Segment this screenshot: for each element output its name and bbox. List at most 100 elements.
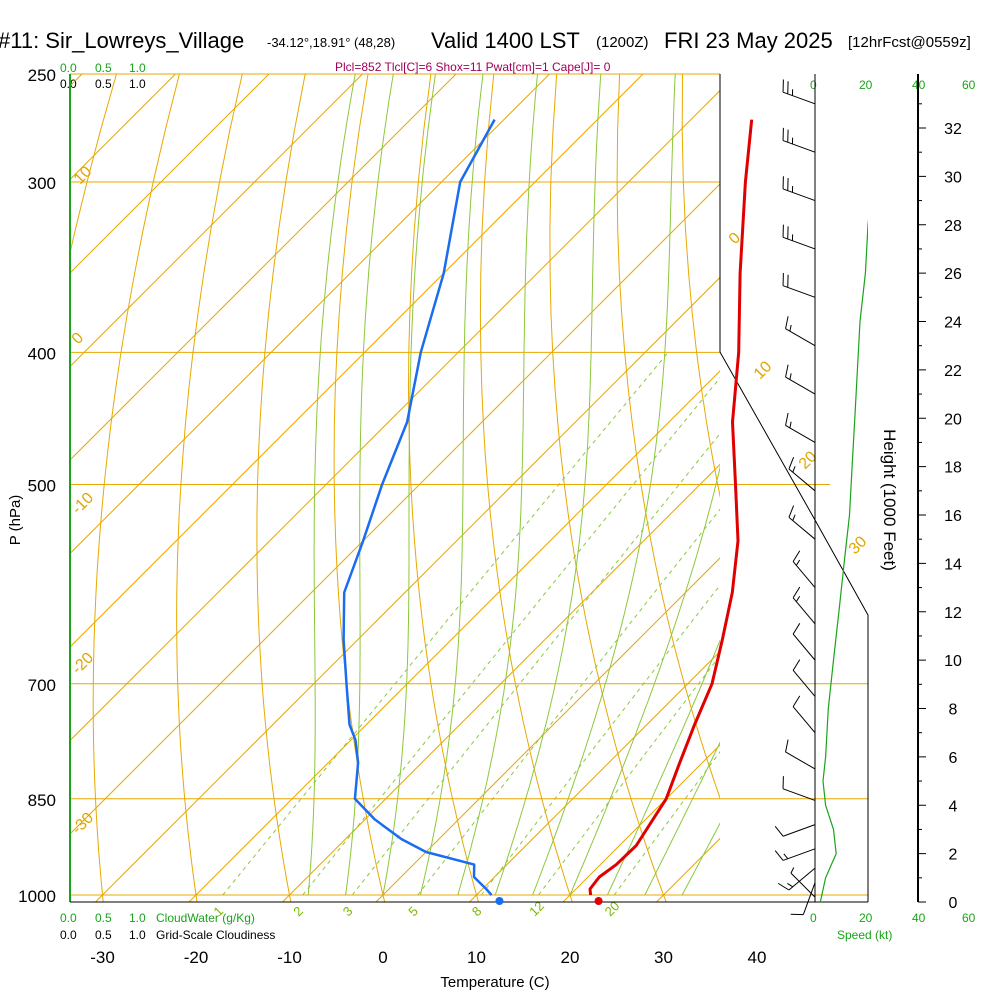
speed-tick-bot-1: 20 <box>859 911 873 925</box>
isotherm-lines <box>70 0 1000 924</box>
wind-barb <box>774 824 816 837</box>
pressure-tick-label: 850 <box>28 791 56 810</box>
height-tick-label: 18 <box>944 460 962 477</box>
moist-adiabat <box>532 74 676 896</box>
wind-barb <box>782 127 816 153</box>
moist-adiabat <box>494 74 602 896</box>
speed-scale-bottom: 0 20 40 60 Speed (kt) <box>810 911 976 942</box>
height-tick-label: 20 <box>944 411 962 428</box>
mixing-ratio-labels: 1 2 3 5 8 12 20 <box>210 898 622 919</box>
surface-temperature-dot <box>594 897 603 905</box>
height-axis-label: Height (1000 Feet) <box>880 429 899 571</box>
isotherm--30 <box>94 276 720 902</box>
cloud-black-2: 1.0 <box>129 77 146 91</box>
temperature-tick-label: 0 <box>378 948 387 967</box>
dry-adiabat <box>92 74 180 902</box>
isotherm-label: -30 <box>69 809 97 837</box>
moist-adiabat <box>419 74 484 896</box>
cloud-green-1: 0.5 <box>95 61 112 75</box>
isotherm-0 <box>375 557 720 902</box>
cloud-black-1: 0.5 <box>95 77 112 91</box>
moist-adiabat <box>307 74 356 896</box>
pressure-tick-label: 1000 <box>18 887 56 906</box>
mixing-ratio-label: 2 <box>290 903 306 919</box>
moist-adiabat <box>345 74 394 896</box>
dry-adiabat <box>333 74 386 902</box>
moist-adiabat <box>382 74 436 896</box>
cloud-green-b0: 0.0 <box>60 911 77 925</box>
isotherm--50 <box>70 89 720 742</box>
cloud-green-0: 0.0 <box>60 61 77 75</box>
height-tick-label: 22 <box>944 363 962 380</box>
header: #11: Sir_Lowreys_Village -34.12°,18.91° … <box>0 28 971 74</box>
speed-axis-label: Speed (kt) <box>837 928 892 942</box>
wind-barb <box>785 739 816 770</box>
isotherm-label: 0 <box>69 329 87 347</box>
pressure-axis-label: P (hPa) <box>7 495 24 546</box>
pressure-tick-label: 700 <box>28 676 56 695</box>
mixing-ratio-label: 12 <box>526 898 547 919</box>
temperature-tick-label: 10 <box>467 948 486 967</box>
wind-barb <box>788 505 816 540</box>
height-tick-label: 32 <box>944 121 962 138</box>
moist-adiabat <box>606 639 720 896</box>
cloud-black-0: 0.0 <box>60 77 77 91</box>
surface-dewpoint-dot <box>495 897 504 905</box>
moist-adiabat <box>569 465 720 896</box>
dry-adiabat <box>681 74 720 499</box>
wind-barbs <box>774 79 816 916</box>
dewpoint-profile <box>342 118 496 896</box>
mixing-ratio-label: 8 <box>469 903 485 919</box>
isobar-lines <box>70 73 868 896</box>
mixing-ratio-8 <box>480 584 720 896</box>
speed-tick-bot-3: 60 <box>962 911 976 925</box>
isotherm--90 <box>70 74 364 368</box>
isotherm-label: 10 <box>751 358 776 383</box>
mixing-ratio-5 <box>417 508 720 896</box>
speed-tick-bot-2: 40 <box>912 911 926 925</box>
dry-adiabat <box>616 74 720 800</box>
wind-barb <box>782 79 816 105</box>
wind-barb <box>790 882 816 916</box>
mixing-ratio-label: 3 <box>340 903 356 919</box>
height-tick-label: 26 <box>944 266 962 283</box>
cloud-green-2: 1.0 <box>129 61 146 75</box>
height-tick-label: 2 <box>949 847 958 864</box>
dry-adiabat <box>549 74 667 902</box>
dry-adiabat <box>256 74 306 902</box>
isotherm--110 <box>70 74 177 181</box>
wind-barb <box>785 364 816 395</box>
isotherm--60 <box>70 74 644 648</box>
moist-adiabat <box>644 741 720 896</box>
height-tick-label: 4 <box>949 798 958 815</box>
isotherm-50 <box>822 0 1000 924</box>
temperature-axis-label: Temperature (C) <box>440 974 549 991</box>
sounding-profiles <box>342 118 754 905</box>
cloud-black-b1: 0.5 <box>95 928 112 942</box>
speed-tick-bot-0: 0 <box>810 911 817 925</box>
wind-speed-line <box>819 219 868 902</box>
wind-barb <box>785 316 816 347</box>
isotherm-label: 10 <box>71 163 96 188</box>
isotherm-20 <box>562 744 720 902</box>
height-tick-label: 14 <box>944 556 962 573</box>
wind-barb <box>792 586 816 625</box>
dry-adiabat <box>70 74 118 256</box>
mixing-ratio-label: 5 <box>405 903 421 919</box>
cloud-scale-top: 0.0 0.5 1.0 0.0 0.5 1.0 <box>60 61 146 91</box>
pressure-tick-label: 300 <box>28 174 56 193</box>
height-tick-label: 16 <box>944 508 962 525</box>
isotherm-10 <box>468 650 720 902</box>
forecast-date: FRI 23 May 2025 <box>664 28 833 53</box>
wind-speed-profile <box>819 219 868 902</box>
cloudiness-label: Grid-Scale Cloudiness <box>156 928 275 942</box>
dry-adiabat <box>925 0 1000 924</box>
cloud-scale-bottom: 0.0 0.5 1.0 CloudWater (g/Kg) 0.0 0.5 1.… <box>60 911 275 942</box>
temperature-axis: -30 -20 -10 0 10 20 30 40 <box>90 948 766 967</box>
mixing-ratio-3 <box>351 432 720 896</box>
speed-tick-top-3: 60 <box>962 78 976 92</box>
pressure-axis: 250 300 400 500 700 850 1000 <box>18 66 56 906</box>
pressure-tick-label: 250 <box>28 66 56 85</box>
